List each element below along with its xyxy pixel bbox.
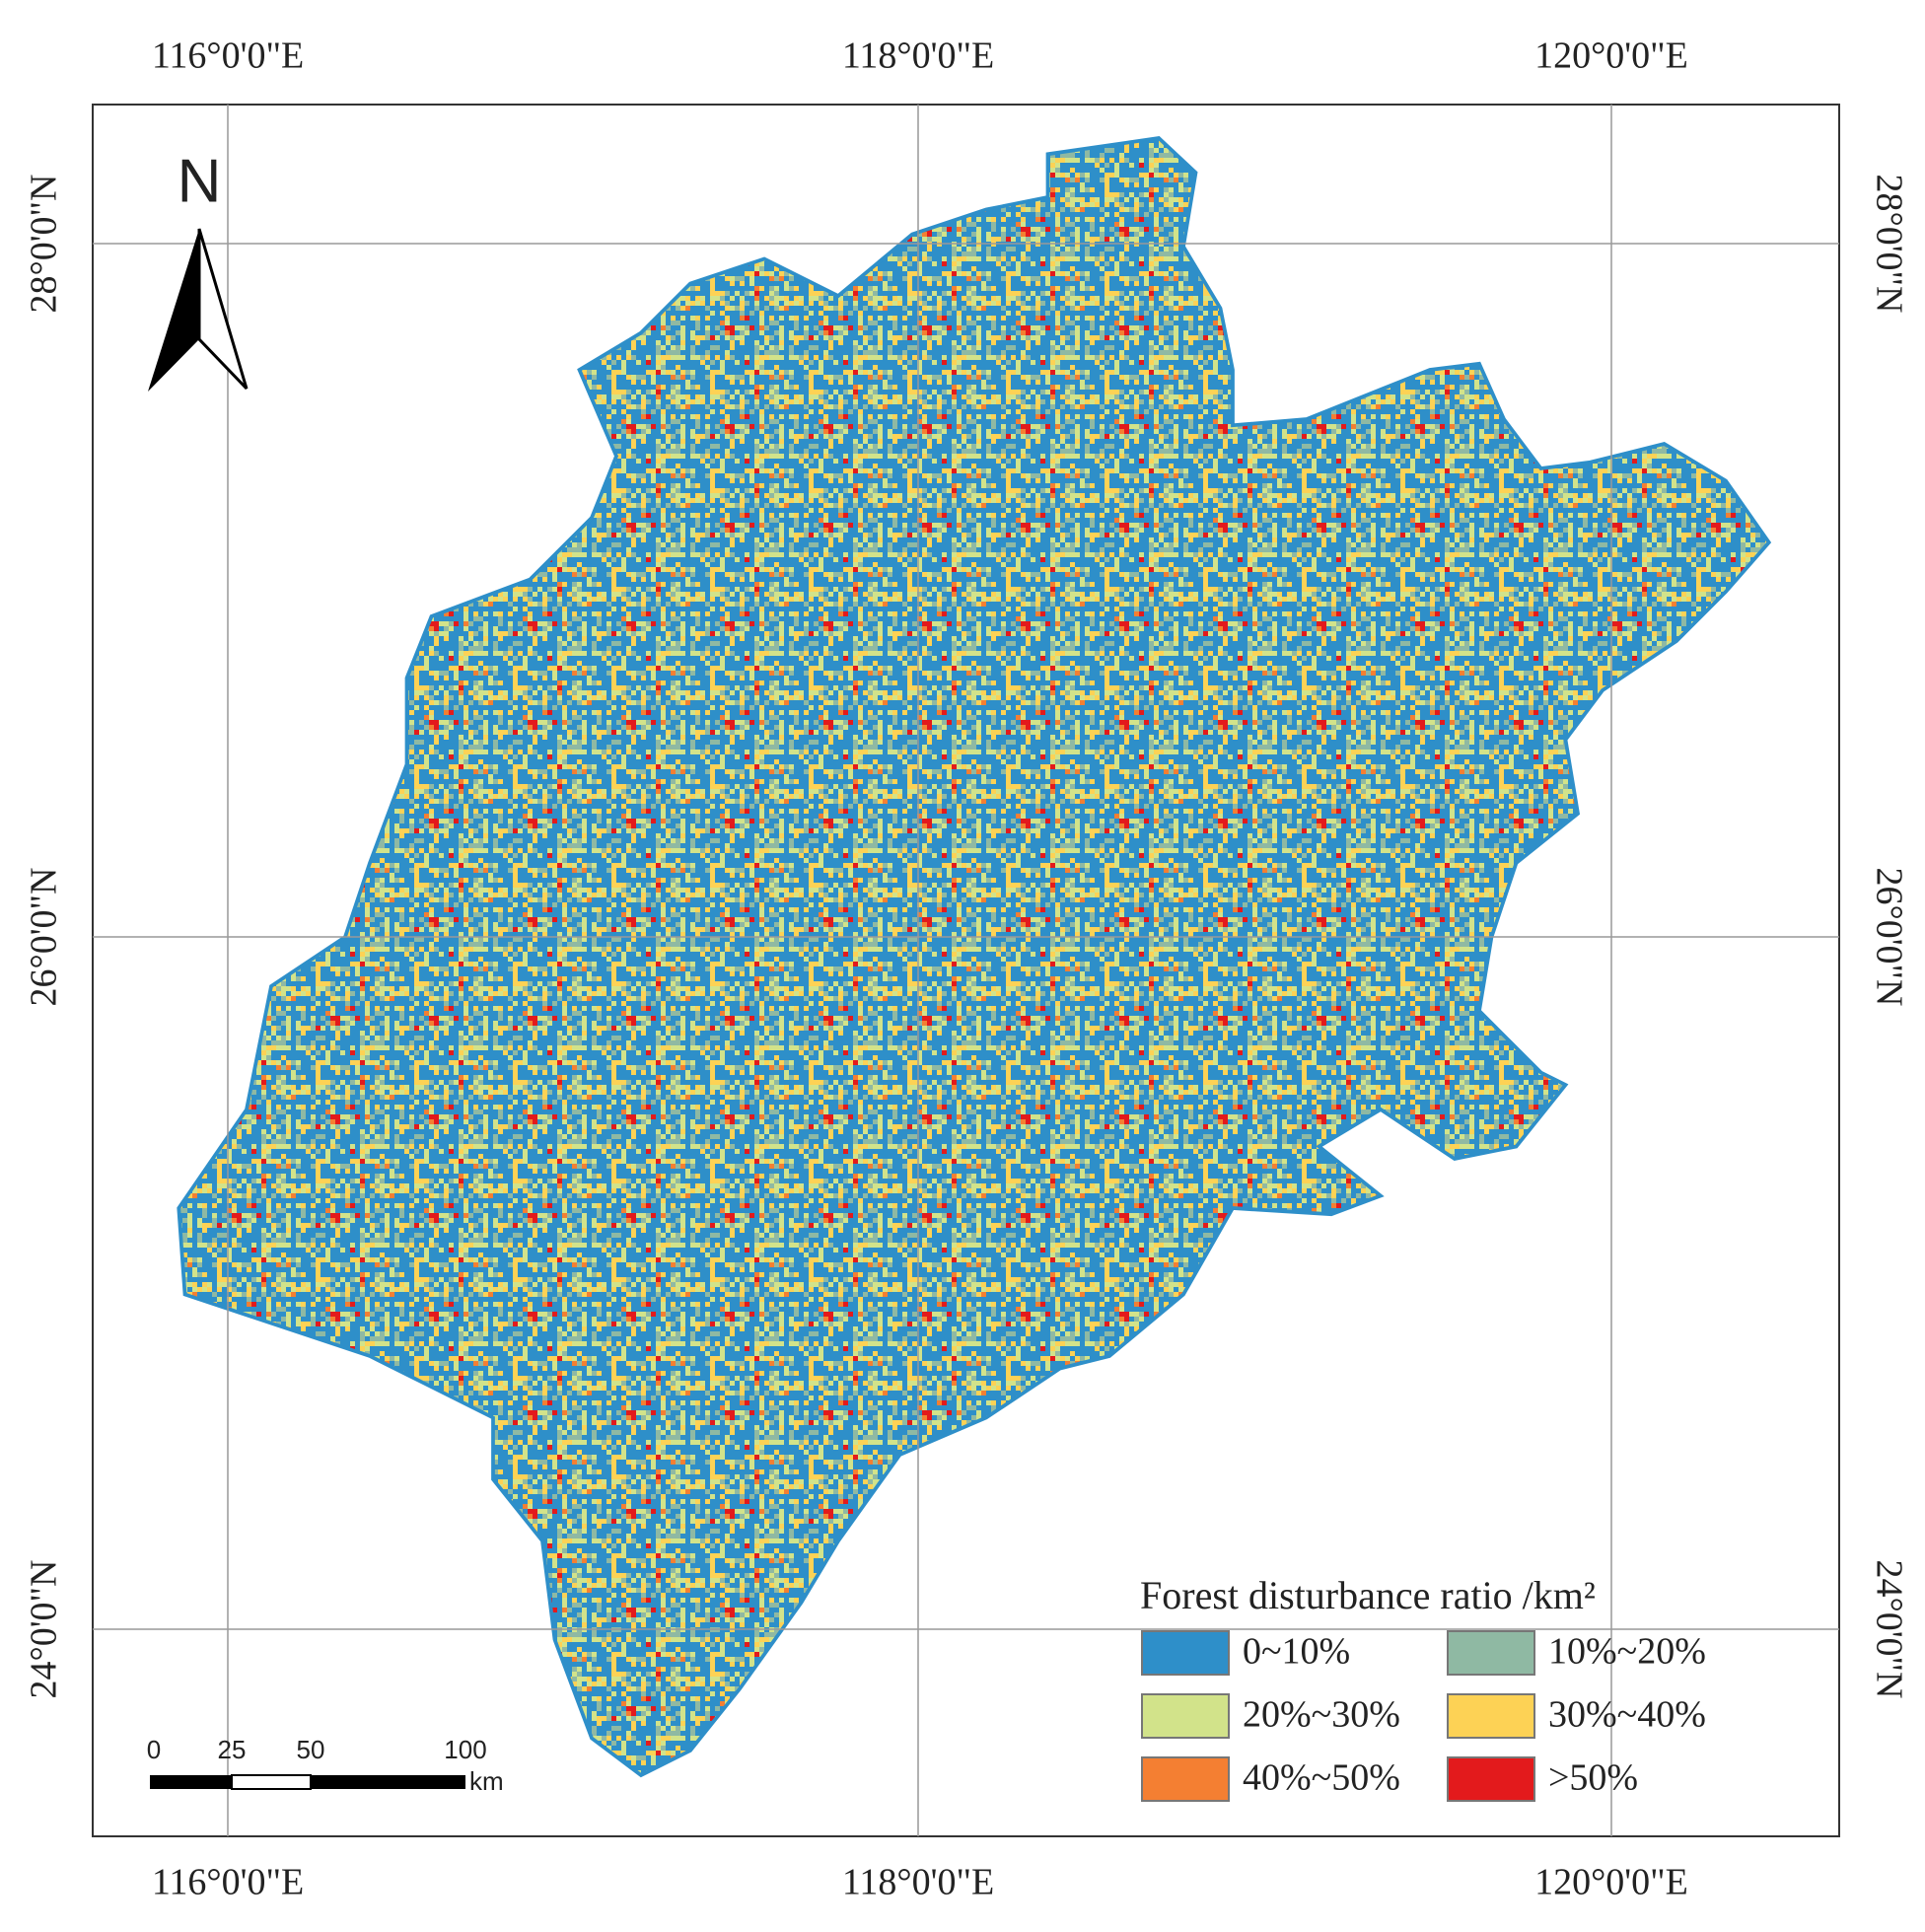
lon-label: 120°0'0"E [1534,1862,1688,1903]
lat-label: 24°0'0"N [1868,1560,1909,1699]
graticule [93,105,1839,1836]
legend-label: 30%~40% [1548,1694,1706,1736]
legend-label: 0~10% [1243,1631,1350,1673]
arrow-right [197,228,249,391]
scale-label: 50 [297,1735,325,1764]
legend: Forest disturbance ratio /km² 0~10% 10%~2… [1140,1573,1706,1802]
north-label: N [178,147,222,215]
legend-title: Forest disturbance ratio /km² [1140,1573,1596,1617]
scale-segment [231,1774,312,1790]
legend-label: 20%~30% [1243,1694,1400,1736]
legend-label: >50% [1548,1757,1638,1799]
lon-label: 120°0'0"E [1534,36,1688,77]
lat-label: 26°0'0"N [1868,868,1909,1007]
legend-label: 40%~50% [1243,1757,1400,1799]
legend-swatch [1141,1693,1230,1739]
lon-label: 118°0'0"E [842,1862,994,1903]
province [177,136,1772,1778]
legend-swatch [1447,1756,1535,1802]
scale-label: 0 [147,1735,161,1764]
province-shape [177,136,1772,1778]
scale-segment [311,1775,465,1789]
scale-unit: km [469,1766,504,1796]
scale-bar: 0 25 50 100 km [147,1735,504,1796]
lat-label: 28°0'0"N [24,175,65,314]
scale-segment [150,1775,232,1789]
scale-label: 100 [444,1735,486,1764]
legend-swatch [1141,1756,1230,1802]
legend-swatch [1447,1630,1535,1676]
lat-label: 28°0'0"N [1868,175,1909,314]
scale-label: 25 [218,1735,247,1764]
lon-label: 118°0'0"E [842,36,994,77]
north-arrow: N [148,147,249,392]
legend-label: 10%~20% [1548,1631,1706,1673]
arrow-left [148,229,199,392]
legend-swatch [1141,1630,1230,1676]
lat-label: 24°0'0"N [24,1560,65,1699]
lat-label: 26°0'0"N [24,868,65,1007]
lon-label: 116°0'0"E [152,1862,304,1903]
lon-label: 116°0'0"E [152,36,304,77]
legend-swatch [1447,1693,1535,1739]
